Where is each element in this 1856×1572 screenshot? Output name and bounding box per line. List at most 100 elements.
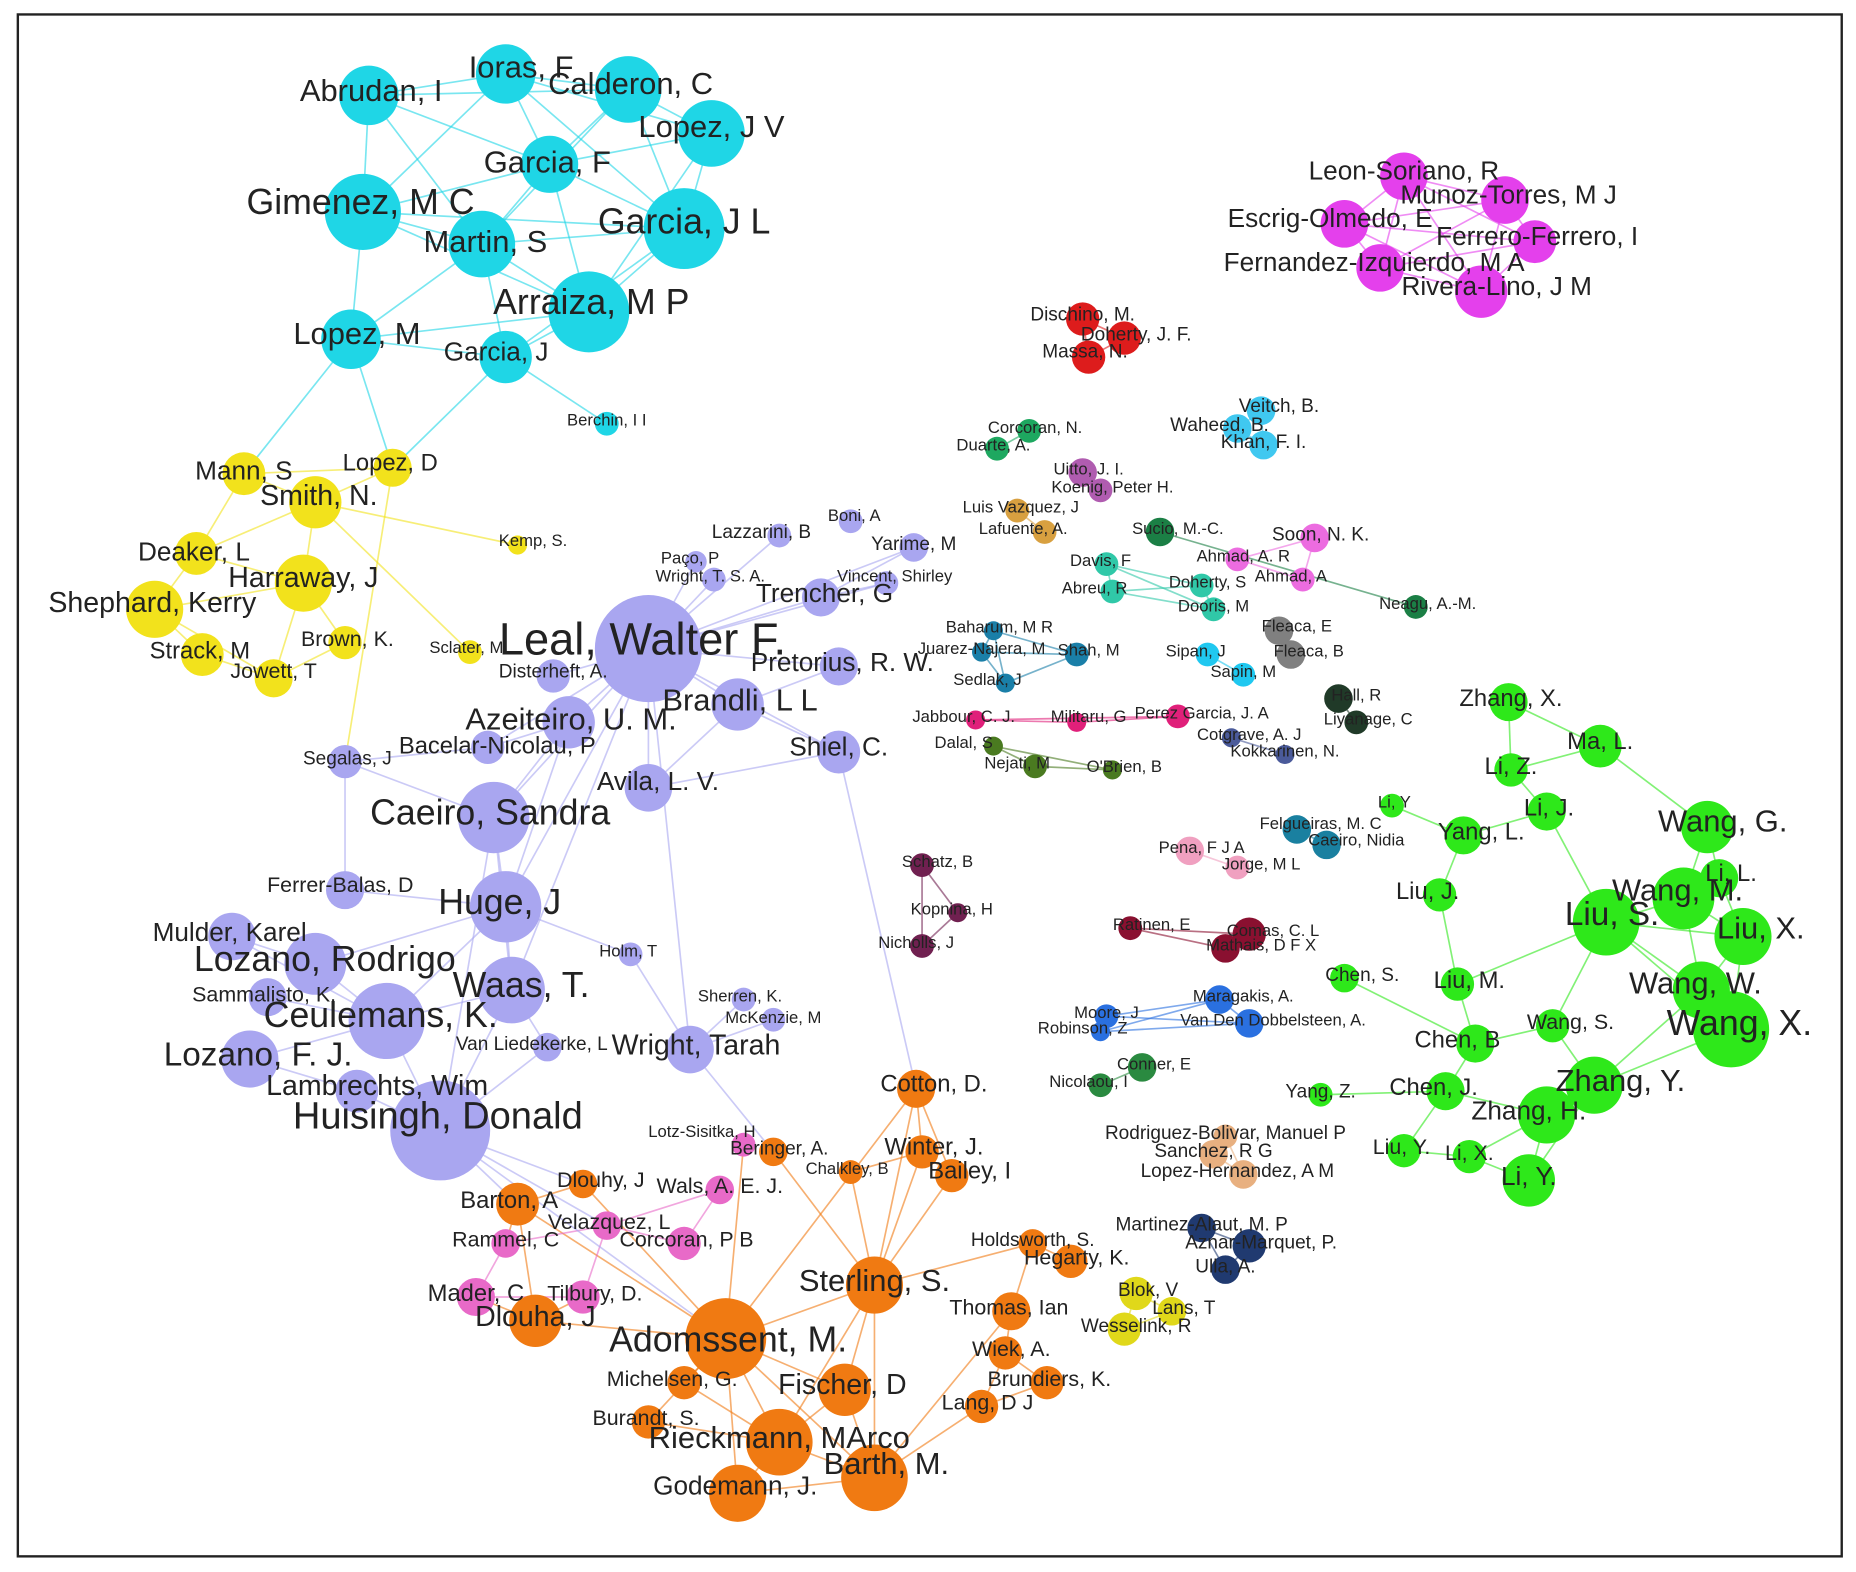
node-label: Jorge, M L: [1222, 855, 1301, 874]
node-label: Boni, A: [828, 506, 882, 525]
node: [1380, 152, 1428, 201]
node: [1201, 597, 1226, 622]
node-label: Michelsen, G.: [607, 1367, 738, 1391]
node-label: Godemann, J.: [653, 1470, 817, 1500]
node-label: Fleaca, E: [1262, 617, 1332, 636]
node: [328, 744, 362, 779]
node-label: Avila, L. V.: [597, 766, 719, 796]
node-label: Liu, Y.: [1373, 1135, 1431, 1159]
node: [1119, 1276, 1153, 1311]
node-label: Maragakis, A.: [1193, 987, 1294, 1006]
node: [1455, 265, 1508, 318]
node-label: Segalas, J: [303, 748, 392, 769]
node: [1535, 1009, 1570, 1043]
edge: [1130, 927, 1226, 950]
node-label: Juarez-Najera, M: [918, 639, 1046, 658]
node: [818, 1363, 871, 1416]
node: [678, 100, 745, 167]
node-label: Nicolaou, I: [1049, 1072, 1128, 1091]
edge: [314, 501, 471, 653]
node: [1088, 478, 1113, 503]
node-label: Ceulemans, K.: [264, 995, 498, 1035]
node-label: Escrig-Olmedo, E: [1228, 203, 1433, 233]
node: [1205, 985, 1234, 1014]
edge: [993, 745, 1113, 771]
node: [1066, 302, 1100, 336]
node-label: Rieckmann, MArco: [649, 1420, 910, 1455]
node-label: Yarime, M: [871, 534, 956, 555]
node-label: Luis Vazquez, J: [963, 498, 1079, 517]
node: [1578, 724, 1622, 768]
node-label: Brandli, L L: [662, 682, 817, 717]
node-label: Arraiza, M P: [493, 282, 689, 322]
node-label: Sucio, M.-C.: [1132, 519, 1224, 538]
frame: [16, 13, 1843, 1558]
node: [1290, 567, 1315, 592]
node-label: Dlouha, J: [475, 1301, 596, 1333]
node: [254, 659, 293, 698]
node: [709, 1464, 767, 1522]
node-label: Barth, M.: [824, 1446, 949, 1481]
node: [1714, 907, 1772, 966]
node: [1017, 418, 1042, 443]
node: [1107, 1312, 1141, 1346]
node-label: Paço, P: [661, 549, 719, 568]
node: [1018, 1229, 1047, 1258]
node: [1652, 867, 1715, 930]
node: [1387, 1134, 1421, 1168]
node: [1527, 792, 1566, 831]
node-label: Martin, S: [424, 224, 548, 259]
node-label: Li, X.: [1445, 1141, 1494, 1165]
node: [174, 531, 218, 575]
node-label: Garcia, J L: [598, 201, 771, 241]
node: [1102, 760, 1122, 780]
node-label: Liyanage, C: [1324, 709, 1413, 728]
node: [478, 956, 545, 1024]
edge: [1159, 531, 1417, 608]
node-label: Garcia, J: [444, 336, 549, 366]
node: [1403, 595, 1428, 619]
node: [1157, 1296, 1187, 1326]
node: [1068, 458, 1097, 487]
node-label: Van Liedekerke, L: [456, 1034, 608, 1055]
node-label: Lotz-Sisitka, H: [648, 1122, 755, 1141]
node: [1308, 1082, 1333, 1107]
node-label: Ferrero-Ferrero, I: [1436, 221, 1638, 251]
node-label: Kokkarinen, N.: [1230, 741, 1339, 760]
node-label: Aznar-Marquet, P.: [1185, 1232, 1337, 1253]
node: [705, 1175, 735, 1205]
node-label: Rodriguez-Bolivar, Manuel P: [1105, 1123, 1346, 1144]
node-label: Dalal, S: [935, 733, 993, 752]
node: [496, 1182, 539, 1226]
node-label: Caeiro, Sandra: [370, 793, 610, 833]
node: [964, 1389, 999, 1424]
node-label: Perez Garcia, J. A: [1135, 703, 1270, 722]
node-label: Kopnina, H: [911, 900, 993, 919]
node: [458, 640, 482, 665]
edge: [606, 1189, 721, 1227]
node: [1189, 573, 1214, 598]
node: [221, 1030, 279, 1088]
node: [390, 1080, 491, 1181]
node: [667, 1226, 701, 1261]
node: [248, 978, 287, 1017]
node-label: Waas, T.: [453, 965, 590, 1005]
node-label: Bacelar-Nicolau, P: [399, 733, 596, 760]
node-label: Bailey, I: [928, 1157, 1011, 1184]
node-label: Fischer, D: [778, 1369, 907, 1401]
node: [1165, 704, 1190, 729]
node: [479, 330, 532, 384]
node: [817, 730, 861, 774]
node: [1565, 1056, 1623, 1114]
node-label: Corcoran, N.: [988, 418, 1082, 437]
node-label: Hall, R: [1331, 686, 1381, 705]
node: [1064, 642, 1089, 667]
node: [1276, 640, 1306, 669]
node: [985, 436, 1009, 461]
node: [1282, 815, 1312, 844]
node: [456, 1277, 495, 1317]
node-label: Lambrechts, Wim: [266, 1070, 488, 1102]
node-label: Strack, M: [150, 637, 250, 664]
node: [874, 571, 899, 596]
